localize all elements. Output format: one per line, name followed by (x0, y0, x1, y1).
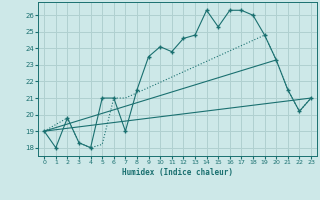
X-axis label: Humidex (Indice chaleur): Humidex (Indice chaleur) (122, 168, 233, 177)
